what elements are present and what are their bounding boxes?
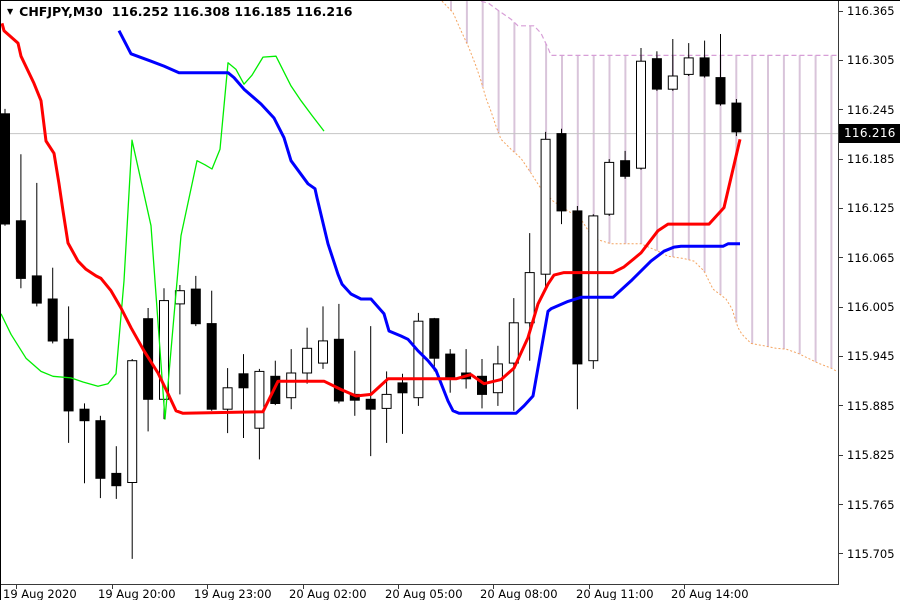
price-axis-tick [838, 207, 843, 209]
bear-candle-body [572, 210, 583, 365]
chart-title-symbol: CHFJPY,M30 [19, 4, 103, 19]
price-tick-label: 115.765 [847, 497, 895, 512]
tenkan-sen-line [1, 22, 742, 415]
price-axis-tick [838, 109, 843, 111]
bear-candle-body [15, 220, 26, 279]
time-axis-tick [303, 585, 304, 589]
time-tick-label: 19 Aug 20:00 [98, 587, 176, 600]
time-tick-label: 20 Aug 08:00 [480, 587, 558, 600]
bull-candle-body [302, 347, 313, 374]
price-tick-label: 115.945 [847, 349, 895, 364]
bull-candle-body [636, 60, 646, 169]
candles-layer [1, 34, 742, 559]
time-axis-tick [589, 585, 590, 589]
price-axis[interactable]: 116.365 116.305 116.245 116.185 116.125 116.0… [838, 1, 900, 585]
price-axis-tick [838, 59, 843, 61]
chart-plot-area[interactable]: ▼ CHFJPY,M30 116.252 116.308 116.185 116.2… [1, 1, 838, 584]
bear-candle-body [1, 113, 10, 225]
price-tick-label: 116.125 [847, 201, 895, 216]
price-tick-label: 115.705 [847, 546, 895, 561]
bull-candle-body [683, 57, 694, 75]
time-axis-tick [684, 585, 685, 589]
time-tick-label: 19 Aug 2020 [3, 587, 77, 600]
bear-candle-body [477, 375, 487, 395]
price-axis-tick [838, 158, 843, 160]
kijun-sen-line [117, 30, 740, 415]
time-axis-tick [398, 585, 399, 589]
price-tick-label: 116.005 [847, 300, 895, 315]
price-axis-tick [838, 405, 843, 407]
price-axis-line [838, 1, 839, 585]
chart-info-line: ▼ CHFJPY,M30 116.252 116.308 116.185 116.2… [7, 4, 353, 19]
bear-candle-body [190, 288, 201, 325]
price-axis-tick [838, 355, 843, 357]
bear-candle-body [429, 318, 440, 359]
chart-title-ohlc: 116.252 116.308 116.185 116.216 [111, 4, 353, 19]
price-axis-tick [838, 454, 843, 456]
bull-candle-body [222, 387, 233, 410]
bear-candle-body [365, 398, 376, 410]
bull-candle-body [540, 138, 551, 275]
bull-candle-body [286, 372, 297, 399]
bull-candle-body [413, 320, 424, 399]
bull-candle-body [254, 370, 265, 429]
bear-candle-body [31, 275, 42, 304]
candlestick-chart[interactable] [1, 1, 838, 584]
bear-candle-body [699, 57, 710, 77]
bear-candle-body [731, 102, 742, 133]
time-tick-label: 19 Aug 23:00 [194, 587, 272, 600]
price-axis-tick [838, 504, 843, 505]
price-axis-tick [838, 257, 843, 259]
bear-candle-body [79, 408, 90, 422]
bear-candle-body [397, 382, 408, 394]
bear-candle-body [95, 420, 106, 479]
bull-candle-body [604, 161, 615, 215]
price-tick-label: 115.885 [847, 398, 895, 413]
bear-candle-body [715, 77, 726, 105]
time-axis-tick [493, 585, 494, 589]
bull-candle-body [667, 75, 678, 90]
time-axis-tick [112, 585, 113, 589]
bear-candle-body [445, 353, 456, 379]
bull-candle-body [381, 393, 392, 409]
bull-candle-body [127, 360, 138, 484]
price-tick-label: 116.305 [847, 53, 895, 68]
bear-candle-body [333, 338, 344, 402]
time-axis-tick [16, 585, 17, 589]
price-axis-tick [838, 553, 843, 555]
price-tick-label: 116.365 [847, 4, 895, 18]
bull-candle-body [508, 322, 519, 364]
time-tick-label: 20 Aug 02:00 [289, 587, 367, 600]
price-tick-label: 116.185 [847, 152, 895, 167]
bear-candle-body [206, 323, 217, 410]
time-tick-label: 20 Aug 14:00 [671, 587, 749, 600]
chikou-span-line [1, 55, 325, 420]
bull-candle-body [174, 290, 185, 305]
price-tick-label: 116.065 [847, 250, 895, 265]
bear-candle-body [651, 58, 662, 90]
bull-candle-body [588, 215, 599, 362]
price-axis-tick [838, 10, 843, 12]
bull-candle-body [318, 340, 328, 364]
time-axis-line [1, 584, 839, 585]
time-tick-label: 20 Aug 11:00 [576, 587, 654, 600]
bear-candle-body [556, 133, 567, 212]
bull-candle-body [524, 272, 535, 324]
time-axis[interactable]: 19 Aug 2020 19 Aug 20:00 19 Aug 23:00 20 Au… [1, 585, 900, 600]
bear-candle-body [111, 472, 122, 487]
bear-candle-body [620, 160, 631, 177]
price-tick-label: 116.245 [847, 102, 895, 117]
kumo-span-lines [441, 1, 838, 372]
bid-price-label: 116.216 [839, 124, 900, 144]
time-axis-tick [207, 585, 208, 589]
price-tick-label: 115.825 [847, 448, 895, 463]
time-tick-label: 20 Aug 05:00 [385, 587, 463, 600]
bear-candle-body [63, 338, 74, 412]
price-axis-tick [838, 306, 843, 308]
chart-marker-icon: ▼ [7, 7, 14, 16]
bear-candle-body [238, 373, 249, 389]
bear-candle-body [47, 298, 58, 342]
